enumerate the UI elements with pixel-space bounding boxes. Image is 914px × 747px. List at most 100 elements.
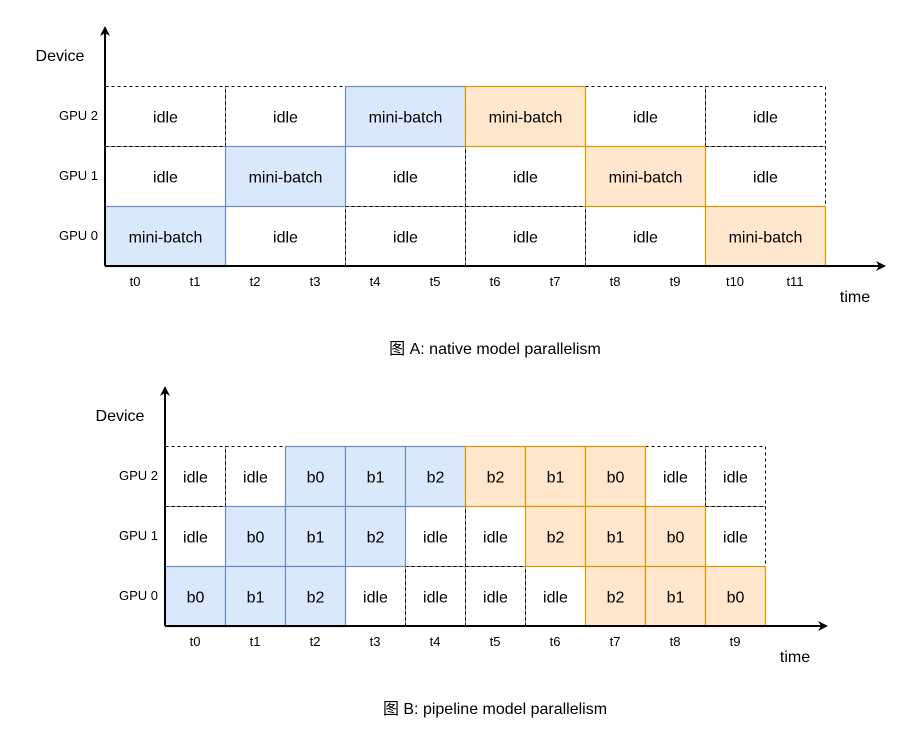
- diagram-b-gpu-labels: GPU 2 GPU 1 GPU 0: [119, 468, 158, 603]
- cell-label: idle: [723, 530, 748, 547]
- diagram-a-gpu-labels: GPU 2 GPU 1 GPU 0: [59, 108, 98, 243]
- cell-label: idle: [513, 170, 538, 187]
- idle-cell: [465, 506, 526, 567]
- diagram-b-cell-labels: idle idle b0 b1 b2 b2 b1 b0 idle idle idle b0 b1 b2 id…: [183, 470, 748, 607]
- cell-label: idle: [393, 230, 418, 247]
- cell-label: b1: [607, 530, 625, 547]
- cell-label: idle: [153, 110, 178, 127]
- idle-cell: [705, 86, 826, 147]
- cell-label: idle: [273, 110, 298, 127]
- diagram-b-y-axis-title: Device: [96, 408, 145, 425]
- cell-label: mini-batch: [129, 230, 203, 247]
- cell-label: b1: [367, 470, 385, 487]
- diagram-a-time-ticks: t0 t1 t2 t3 t4 t5 t6 t7 t8 t9 t10 t11: [130, 274, 804, 289]
- cell-label: idle: [183, 470, 208, 487]
- cell-label: b0: [727, 590, 745, 607]
- blue-batch-cell: [224, 505, 287, 568]
- idle-cell: [705, 446, 766, 507]
- cell-label: idle: [273, 230, 298, 247]
- diagram-a-idle-cells: [105, 86, 826, 267]
- cell-label: b2: [307, 590, 325, 607]
- time-tick-label: t2: [250, 274, 261, 289]
- cell-label: b1: [247, 590, 265, 607]
- cell-label: idle: [243, 470, 268, 487]
- cell-label: mini-batch: [369, 110, 443, 127]
- idle-cell: [105, 146, 226, 207]
- diagram-a-batch-cells: [104, 85, 827, 268]
- cell-label: idle: [663, 470, 688, 487]
- idle-cell: [585, 206, 706, 267]
- cell-label: idle: [753, 110, 778, 127]
- cell-label: idle: [753, 170, 778, 187]
- time-tick-label: t4: [370, 274, 381, 289]
- cell-label: idle: [543, 590, 568, 607]
- cell-label: b1: [667, 590, 685, 607]
- diagram-b: idle idle b0 b1 b2 b2 b1 b0 idle idle idle b0 b1 b2 id…: [96, 386, 828, 718]
- cell-label: idle: [723, 470, 748, 487]
- orange-batch-cell: [584, 445, 647, 508]
- idle-cell: [105, 86, 226, 147]
- idle-cell: [585, 86, 706, 147]
- blue-batch-cell: [344, 445, 407, 508]
- gpu-label: GPU 0: [119, 588, 158, 603]
- cell-label: idle: [423, 590, 448, 607]
- cell-label: b2: [427, 470, 445, 487]
- cell-label: b0: [247, 530, 265, 547]
- orange-batch-cell: [704, 205, 827, 268]
- cell-label: mini-batch: [249, 170, 323, 187]
- cell-label: idle: [423, 530, 448, 547]
- gpu-label: GPU 2: [119, 468, 158, 483]
- blue-batch-cell: [284, 565, 347, 628]
- gpu-label: GPU 1: [119, 528, 158, 543]
- cell-label: idle: [633, 230, 658, 247]
- cell-label: mini-batch: [489, 110, 563, 127]
- time-tick-label: t7: [550, 274, 561, 289]
- cell-label: b1: [307, 530, 325, 547]
- orange-batch-cell: [464, 445, 527, 508]
- cell-label: idle: [153, 170, 178, 187]
- time-tick-label: t11: [786, 274, 803, 289]
- diagram-a-y-axis-title: Device: [36, 48, 85, 65]
- cell-label: b2: [547, 530, 565, 547]
- idle-cell: [405, 506, 466, 567]
- cell-label: b0: [607, 470, 625, 487]
- time-tick-label: t0: [190, 634, 201, 649]
- cell-label: b2: [487, 470, 505, 487]
- diagram-b-time-ticks: t0 t1 t2 t3 t4 t5 t6 t7 t8 t9: [190, 634, 741, 649]
- time-tick-label: t3: [310, 274, 321, 289]
- cell-label: idle: [633, 110, 658, 127]
- idle-cell: [225, 446, 286, 507]
- orange-batch-cell: [524, 505, 587, 568]
- diagram-a-grid: idle idle mini-batch mini-batch idle idle idle…: [104, 85, 827, 268]
- diagram-a-caption: 图 A: native model parallelism: [389, 341, 601, 358]
- orange-batch-cell: [464, 85, 587, 148]
- gpu-label: GPU 2: [59, 108, 98, 123]
- cell-label: mini-batch: [609, 170, 683, 187]
- gpu-label: GPU 0: [59, 228, 98, 243]
- cell-label: idle: [363, 590, 388, 607]
- diagram-b-grid: idle idle b0 b1 b2 b2 b1 b0 idle idle idle b0 b1 b2 id…: [164, 445, 767, 628]
- gpu-label: GPU 1: [59, 168, 98, 183]
- time-tick-label: t1: [250, 634, 261, 649]
- diagram-b-batch-cells: [164, 445, 767, 628]
- orange-batch-cell: [584, 145, 707, 208]
- time-tick-label: t5: [490, 634, 501, 649]
- diagram-a-cell-labels: idle idle mini-batch mini-batch idle idle idle…: [129, 110, 803, 247]
- orange-batch-cell: [644, 565, 707, 628]
- diagram-a-x-axis-title: time: [840, 289, 870, 306]
- orange-batch-cell: [584, 565, 647, 628]
- time-tick-label: t8: [610, 274, 621, 289]
- time-tick-label: t9: [730, 634, 741, 649]
- cell-label: idle: [513, 230, 538, 247]
- idle-cell: [345, 146, 466, 207]
- cell-label: b2: [607, 590, 625, 607]
- idle-cell: [465, 566, 526, 627]
- time-tick-label: t6: [550, 634, 561, 649]
- idle-cell: [225, 86, 346, 147]
- diagram-a: idle idle mini-batch mini-batch idle idle idle…: [36, 26, 886, 358]
- orange-batch-cell: [584, 505, 647, 568]
- diagram-b-x-axis-title: time: [780, 649, 810, 666]
- cell-label: mini-batch: [729, 230, 803, 247]
- cell-label: b0: [307, 470, 325, 487]
